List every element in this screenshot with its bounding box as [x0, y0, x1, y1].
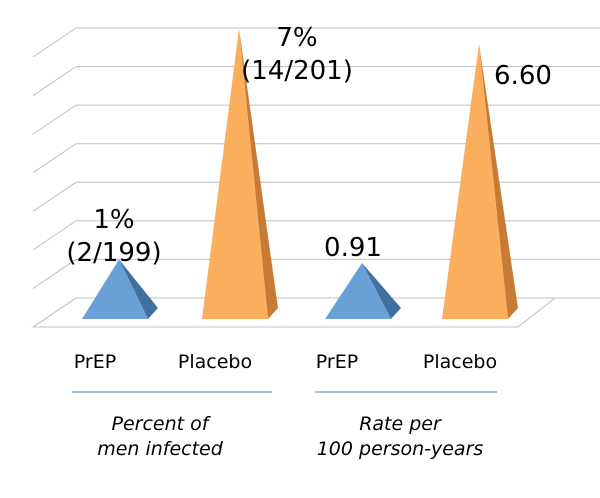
- chart-labels: 1% (2/199) 7% (14/201) 0.91 6.60 PrEP Placebo Pr…: [66, 23, 552, 460]
- data-label-line: (14/201): [241, 56, 353, 86]
- category-label: PrEP: [316, 351, 358, 373]
- data-label: 6.60: [494, 61, 552, 91]
- data-label-line: 6.60: [494, 61, 552, 91]
- data-label-line: 7%: [276, 23, 317, 53]
- group-label: Percent of men infected: [97, 413, 224, 460]
- gridline: [32, 66, 600, 96]
- gridline: [32, 143, 600, 174]
- pyramid-front-face: [202, 28, 268, 319]
- pyramid-prep: [82, 259, 158, 319]
- category-label: PrEP: [74, 351, 116, 373]
- gridline: [32, 104, 600, 135]
- pyramid-side-face: [239, 28, 278, 319]
- gridline: [32, 181, 600, 212]
- group-label-line: 100 person-years: [317, 438, 484, 460]
- data-label-line: (2/199): [66, 238, 161, 268]
- gridline: [32, 27, 600, 58]
- group-label-line: Rate per: [359, 413, 442, 435]
- category-label: Placebo: [178, 351, 252, 373]
- pyramid-placebo: [442, 43, 518, 320]
- pyramid-front-face: [82, 259, 148, 319]
- data-label: 1% (2/199): [66, 205, 161, 268]
- chart-floor: [31, 297, 557, 328]
- data-label: 7% (14/201): [241, 23, 353, 86]
- pyramid-front-face: [442, 43, 508, 320]
- chart-gridlines: [31, 27, 600, 328]
- data-label: 0.91: [324, 233, 382, 263]
- chart-pyramids: [82, 28, 518, 320]
- pyramid-side-face: [362, 262, 401, 319]
- gridline: [32, 258, 600, 289]
- group-label: Rate per 100 person-years: [317, 413, 484, 460]
- pyramid-prep: [325, 262, 401, 319]
- pyramid-placebo: [202, 28, 278, 319]
- pyramid-front-face: [325, 262, 391, 319]
- data-label-line: 1%: [93, 205, 134, 235]
- group-label-line: men infected: [97, 438, 224, 460]
- category-label: Placebo: [423, 351, 497, 373]
- group-label-line: Percent of: [112, 413, 212, 435]
- pyramid-side-face: [479, 43, 518, 320]
- data-label-line: 0.91: [324, 233, 382, 263]
- pyramid-side-face: [119, 259, 158, 319]
- gridline: [32, 220, 600, 251]
